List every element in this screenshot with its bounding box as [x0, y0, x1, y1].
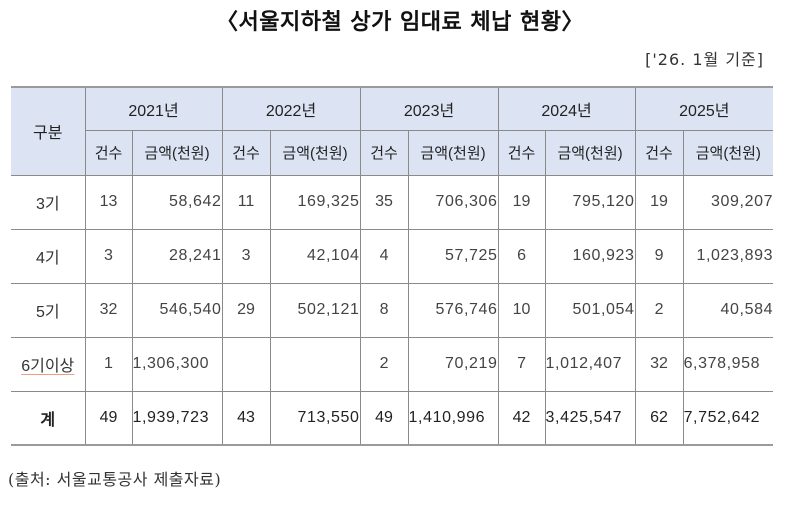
- year-header-2021: 2021년: [84, 86, 223, 131]
- amount-cell: 3,425,547: [544, 390, 636, 446]
- year-header-2025: 2025년: [634, 86, 774, 131]
- count-cell: 7: [497, 336, 546, 392]
- amount-cell: 6,378,958: [682, 336, 774, 392]
- amount-cell: 1,306,300: [131, 336, 223, 392]
- amount-cell: 309,207: [682, 174, 774, 230]
- table-row-total: 계 49 1,939,723 43 713,550 49 1,410,996 4…: [11, 390, 774, 446]
- count-cell: 42: [497, 390, 546, 446]
- table-row-5gi: 5기 32 546,540 29 502,121 8 576,746 10 50…: [11, 282, 774, 338]
- amount-header: 금액(천원): [131, 129, 223, 176]
- amount-cell: 795,120: [544, 174, 636, 230]
- table-row-6gi-plus: 6기이상 1 1,306,300 2 70,219 7 1,012,407 32…: [11, 336, 774, 392]
- year-header-2024: 2024년: [497, 86, 636, 131]
- table-row-4gi: 4기 3 28,241 3 42,104 4 57,725 6 160,923 …: [11, 228, 774, 284]
- amount-cell: 7,752,642: [682, 390, 774, 446]
- count-cell: 2: [359, 336, 409, 392]
- source-note: (출처: 서울교통공사 제출자료): [8, 470, 222, 489]
- count-cell: 49: [84, 390, 133, 446]
- count-cell: 3: [84, 228, 133, 284]
- arrears-table: 구분 2021년 2022년 2023년 2024년 2025년 건수 금액(천…: [11, 86, 774, 446]
- amount-header: 금액(천원): [544, 129, 636, 176]
- count-cell: 19: [497, 174, 546, 230]
- amount-cell: 1,012,407: [544, 336, 636, 392]
- count-cell: 9: [634, 228, 684, 284]
- amount-cell: 57,725: [407, 228, 499, 284]
- amount-cell: 58,642: [131, 174, 223, 230]
- row-label: 계: [11, 390, 86, 446]
- amount-cell: 546,540: [131, 282, 223, 338]
- count-cell: 62: [634, 390, 684, 446]
- count-cell: 43: [221, 390, 271, 446]
- amount-header: 금액(천원): [269, 129, 361, 176]
- count-cell: 13: [84, 174, 133, 230]
- amount-cell: 42,104: [269, 228, 361, 284]
- amount-cell: 576,746: [407, 282, 499, 338]
- count-cell: 10: [497, 282, 546, 338]
- count-cell: 32: [634, 336, 684, 392]
- count-cell: 29: [221, 282, 271, 338]
- document-title: 〈서울지하철 상가 임대료 체납 현황〉: [216, 10, 584, 35]
- row-label: 6기이상: [11, 336, 86, 392]
- year-header-row: 구분 2021년 2022년 2023년 2024년 2025년: [11, 86, 774, 176]
- amount-cell: 40,584: [682, 282, 774, 338]
- count-header: 건수: [497, 129, 546, 176]
- count-header: 건수: [359, 129, 409, 176]
- amount-cell: [269, 336, 361, 392]
- row-label: 5기: [11, 282, 86, 338]
- count-header: 건수: [634, 129, 684, 176]
- count-cell: 35: [359, 174, 409, 230]
- amount-header: 금액(천원): [407, 129, 499, 176]
- amount-cell: 1,410,996: [407, 390, 499, 446]
- amount-cell: 1,939,723: [131, 390, 223, 446]
- category-header: 구분: [11, 86, 86, 176]
- count-cell: 8: [359, 282, 409, 338]
- count-cell: 32: [84, 282, 133, 338]
- basis-date: ['26. 1월 기준]: [645, 50, 764, 69]
- amount-cell: 706,306: [407, 174, 499, 230]
- amount-cell: 713,550: [269, 390, 361, 446]
- amount-cell: 502,121: [269, 282, 361, 338]
- count-cell: 6: [497, 228, 546, 284]
- count-cell: 2: [634, 282, 684, 338]
- year-header-2022: 2022년: [221, 86, 361, 131]
- count-cell: 3: [221, 228, 271, 284]
- count-cell: [221, 336, 271, 392]
- count-header: 건수: [221, 129, 271, 176]
- row-label: 4기: [11, 228, 86, 284]
- year-header-2023: 2023년: [359, 86, 499, 131]
- amount-cell: 501,054: [544, 282, 636, 338]
- amount-cell: 28,241: [131, 228, 223, 284]
- row-label-text: 6기이상: [21, 358, 75, 375]
- count-cell: 11: [221, 174, 271, 230]
- count-cell: 19: [634, 174, 684, 230]
- amount-cell: 169,325: [269, 174, 361, 230]
- count-header: 건수: [85, 129, 133, 176]
- sub-header-row: 건수 금액(천원) 건수 금액(천원) 건수 금액(천원) 건수 금액(천원) …: [11, 129, 774, 176]
- count-cell: 4: [359, 228, 409, 284]
- count-cell: 1: [84, 336, 133, 392]
- count-cell: 49: [359, 390, 409, 446]
- amount-header: 금액(천원): [682, 129, 774, 176]
- amount-cell: 70,219: [407, 336, 499, 392]
- table-row-3gi: 3기 13 58,642 11 169,325 35 706,306 19 79…: [11, 174, 774, 230]
- amount-cell: 160,923: [544, 228, 636, 284]
- row-label: 3기: [11, 174, 86, 230]
- amount-cell: 1,023,893: [682, 228, 774, 284]
